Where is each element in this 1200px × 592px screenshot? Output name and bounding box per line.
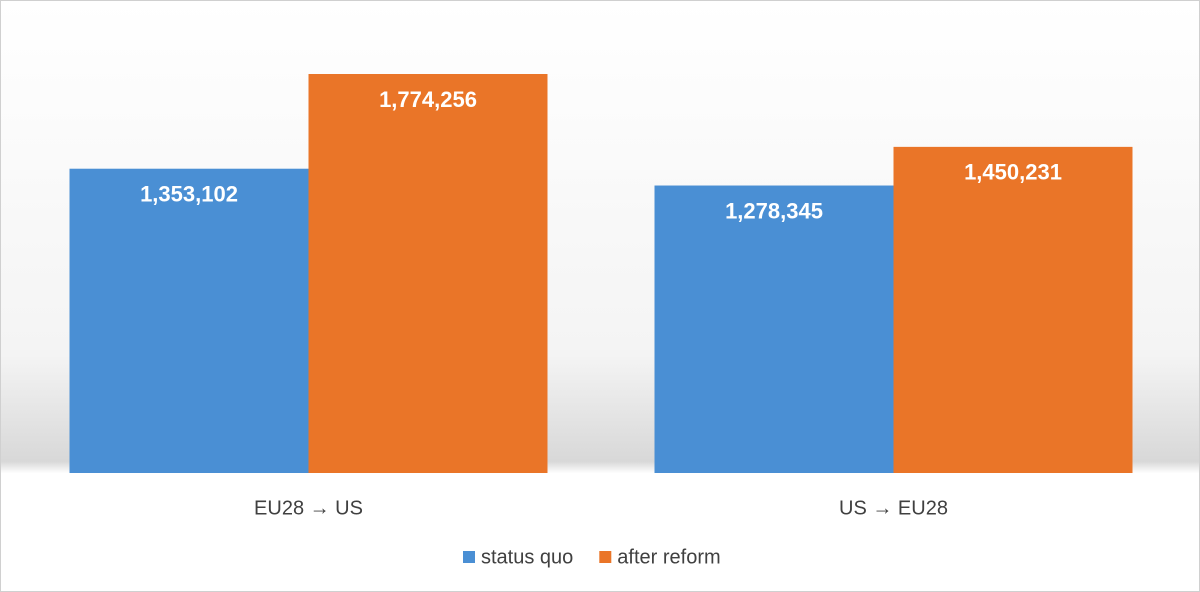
data-label: 1,450,231 — [964, 160, 1062, 185]
bar — [308, 74, 548, 473]
x-tick-label: EU28 → US — [254, 497, 363, 519]
data-label: 1,278,345 — [725, 198, 823, 223]
bar — [893, 146, 1133, 473]
legend-label: after reform — [617, 546, 720, 568]
data-label: 1,353,102 — [140, 182, 238, 207]
legend-label: status quo — [481, 546, 573, 568]
legend-swatch — [463, 551, 475, 563]
data-label: 1,774,256 — [379, 87, 477, 112]
bar — [69, 168, 309, 473]
legend-swatch — [599, 551, 612, 563]
x-tick-label: US → EU28 — [839, 497, 948, 519]
bar — [654, 185, 894, 473]
